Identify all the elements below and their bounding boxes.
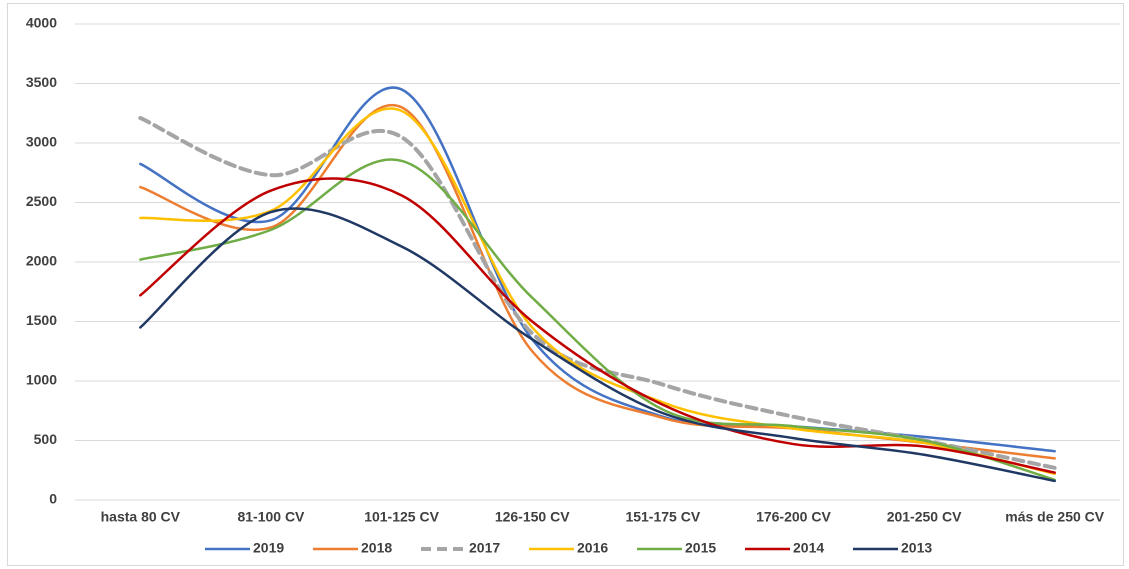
y-tick-label: 1500 xyxy=(26,312,57,328)
y-tick-label: 2500 xyxy=(26,193,57,209)
y-tick-label: 2000 xyxy=(26,253,57,269)
series-line xyxy=(139,107,1056,476)
legend-label: 2015 xyxy=(685,540,716,556)
x-tick-label: 176-200 CV xyxy=(756,509,831,525)
x-tick-label: más de 250 CV xyxy=(1005,509,1104,525)
series-line xyxy=(139,207,1056,483)
legend-label: 2013 xyxy=(901,540,932,556)
y-tick-label: 0 xyxy=(49,491,57,507)
legend-label: 2017 xyxy=(469,540,500,556)
chart-border xyxy=(7,3,1124,566)
legend-label: 2016 xyxy=(577,540,608,556)
x-tick-label: 126-150 CV xyxy=(495,509,570,525)
x-tick-label: hasta 80 CV xyxy=(101,509,181,525)
y-tick-label: 500 xyxy=(34,431,58,447)
x-tick-label: 201-250 CV xyxy=(887,509,962,525)
series-line xyxy=(139,158,1056,482)
y-tick-label: 4000 xyxy=(26,15,57,31)
legend-label: 2018 xyxy=(361,540,392,556)
x-tick-label: 81-100 CV xyxy=(237,509,305,525)
x-tick-label: 151-175 CV xyxy=(625,509,700,525)
x-tick-label: 101-125 CV xyxy=(364,509,439,525)
legend-label: 2019 xyxy=(253,540,284,556)
y-tick-label: 3500 xyxy=(26,74,57,90)
y-tick-label: 3000 xyxy=(26,134,57,150)
legend-label: 2014 xyxy=(793,540,824,556)
y-tick-label: 1000 xyxy=(26,372,57,388)
series-line xyxy=(139,177,1056,474)
